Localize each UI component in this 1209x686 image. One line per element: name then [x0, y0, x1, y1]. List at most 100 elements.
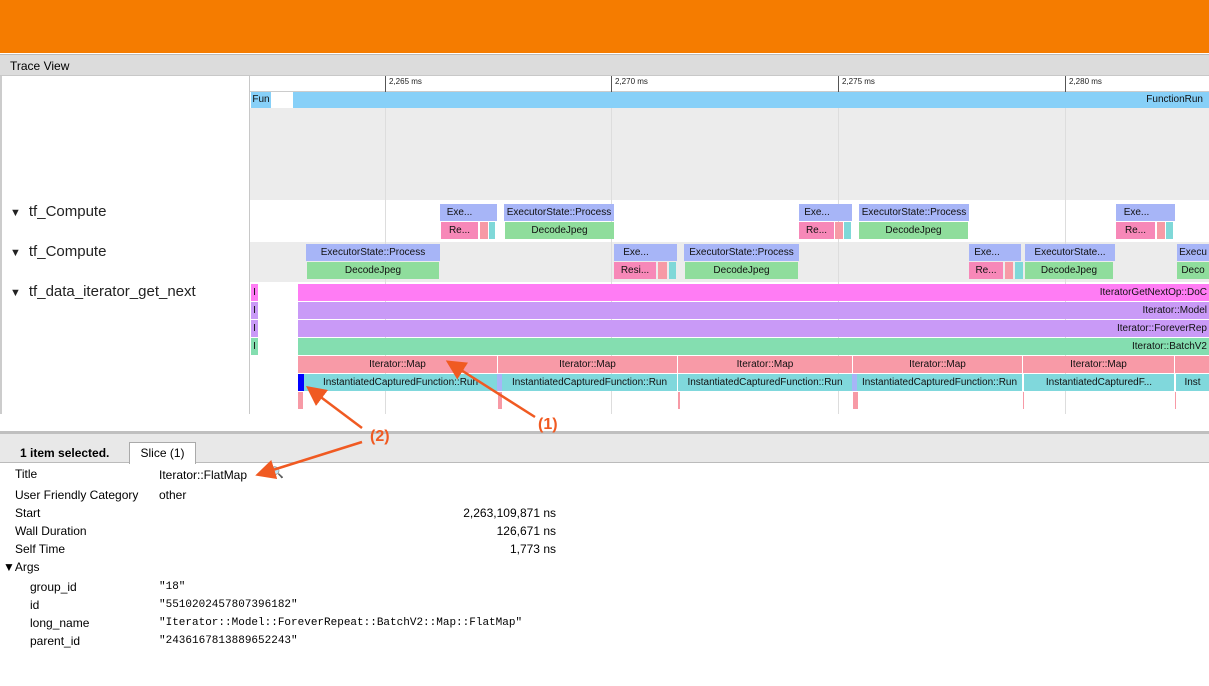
- slice[interactable]: [1157, 222, 1165, 239]
- slice[interactable]: Exe...: [614, 244, 658, 261]
- slice-iterator-model[interactable]: Iterator::Model: [298, 302, 1209, 319]
- slice[interactable]: DecodeJpeg: [505, 222, 614, 239]
- args-toggle[interactable]: ▼Args: [3, 560, 40, 574]
- slice[interactable]: Exe...: [440, 204, 479, 221]
- expand-triangle-icon[interactable]: ▼: [10, 287, 21, 299]
- field-value: 126,671 ns: [496, 524, 556, 538]
- field-label: User Friendly Category: [15, 488, 139, 502]
- slice-small[interactable]: I: [251, 284, 258, 301]
- slice[interactable]: [1175, 392, 1176, 409]
- track-label-tf-compute-2[interactable]: ▼ tf_Compute: [10, 243, 106, 260]
- ruler-tick: 2,265 ms: [385, 76, 422, 92]
- arg-key: id: [30, 598, 40, 612]
- expand-triangle-icon[interactable]: ▼: [10, 207, 21, 219]
- slice[interactable]: Exe...: [1116, 204, 1157, 221]
- slice[interactable]: [1005, 244, 1021, 261]
- expand-triangle-icon[interactable]: ▼: [10, 247, 21, 259]
- ruler-tick: 2,280 ms: [1065, 76, 1102, 92]
- tab-slice[interactable]: Slice (1): [129, 442, 196, 464]
- slice[interactable]: ExecutorState...: [1025, 244, 1115, 261]
- arg-key: group_id: [30, 580, 77, 594]
- slice[interactable]: [844, 222, 851, 239]
- track-label-tf-data[interactable]: ▼ tf_data_iterator_get_next: [10, 283, 196, 300]
- slice[interactable]: [678, 392, 680, 409]
- slice[interactable]: [669, 262, 676, 279]
- slice[interactable]: Re...: [1116, 222, 1155, 239]
- slice[interactable]: [480, 222, 488, 239]
- slice[interactable]: [1023, 392, 1024, 409]
- slice[interactable]: [489, 222, 495, 239]
- slice[interactable]: [658, 244, 677, 261]
- track-name: tf_Compute: [28, 203, 107, 220]
- slice[interactable]: [852, 374, 857, 391]
- slice-iterator-map[interactable]: [1175, 356, 1209, 373]
- selection-count: 1 item selected.: [20, 446, 110, 460]
- field-value: 2,263,109,871 ns: [463, 506, 556, 520]
- slice[interactable]: [835, 204, 852, 221]
- slice[interactable]: [853, 392, 858, 409]
- slice[interactable]: Re...: [441, 222, 478, 239]
- slice[interactable]: DecodeJpeg: [685, 262, 798, 279]
- slice-icf-run[interactable]: InstantiatedCapturedF...: [1024, 374, 1174, 391]
- slice[interactable]: DecodeJpeg: [1025, 262, 1113, 279]
- slice-iterator-forever-repeat[interactable]: Iterator::ForeverRep: [298, 320, 1209, 337]
- slice-iterator-map[interactable]: Iterator::Map: [853, 356, 1022, 373]
- panel-resize-divider[interactable]: [0, 414, 1209, 434]
- slice[interactable]: [1166, 222, 1173, 239]
- slice-iterator-map[interactable]: Iterator::Map: [1023, 356, 1174, 373]
- slice[interactable]: Re...: [969, 262, 1003, 279]
- slice[interactable]: ExecutorState::Process: [684, 244, 799, 261]
- field-label: Title: [15, 467, 38, 481]
- ruler-tick: 2,275 ms: [838, 76, 875, 92]
- slice[interactable]: [835, 222, 843, 239]
- annotation-arrow-2a: [306, 386, 363, 429]
- slice[interactable]: DecodeJpeg: [859, 222, 968, 239]
- time-ruler[interactable]: 2,265 ms 2,270 ms 2,275 ms 2,280 ms: [250, 76, 1209, 92]
- slice-selected-flatmap[interactable]: [298, 374, 304, 391]
- slice[interactable]: Resi...: [614, 262, 656, 279]
- grid-line: [611, 92, 612, 414]
- slice-icf-run[interactable]: Inst: [1176, 374, 1209, 391]
- slice[interactable]: Exe...: [799, 204, 835, 221]
- slice-iterator-map[interactable]: Iterator::Map: [498, 356, 677, 373]
- field-label: Start: [15, 506, 41, 520]
- slice[interactable]: Re...: [799, 222, 834, 239]
- arg-value: "Iterator::Model::ForeverRepeat::BatchV2…: [159, 617, 523, 629]
- slice-iterator-map[interactable]: Iterator::Map: [678, 356, 852, 373]
- slice-small[interactable]: I: [251, 338, 258, 355]
- annotation-label-1: (1): [538, 416, 558, 433]
- slice[interactable]: [498, 392, 502, 409]
- details-tab-bar: 1 item selected. Slice (1): [0, 434, 1209, 464]
- slice[interactable]: [1015, 262, 1023, 279]
- track-label-tf-compute-1[interactable]: ▼ tf_Compute: [10, 203, 106, 220]
- arg-value: "5510202457807396182": [159, 599, 298, 611]
- top-banner: [0, 0, 1209, 53]
- slice[interactable]: [298, 392, 303, 409]
- slice-small[interactable]: I: [251, 320, 258, 337]
- slice-iterator-batchv2[interactable]: Iterator::BatchV2: [298, 338, 1209, 355]
- slice[interactable]: Deco: [1177, 262, 1209, 279]
- field-value: other: [159, 488, 187, 502]
- slice[interactable]: ExecutorState::Process: [504, 204, 614, 221]
- slice[interactable]: Execu: [1177, 244, 1209, 261]
- slice-fun[interactable]: Fun: [251, 92, 271, 108]
- slice[interactable]: [1005, 262, 1013, 279]
- slice-icf-run[interactable]: InstantiatedCapturedFunction::Run: [678, 374, 852, 391]
- slice[interactable]: [658, 262, 667, 279]
- arg-key: parent_id: [30, 634, 81, 648]
- slice-function-run[interactable]: FunctionRun: [293, 92, 1209, 108]
- slice[interactable]: [479, 204, 497, 221]
- slice[interactable]: Exe...: [969, 244, 1005, 261]
- slice-icf-run[interactable]: InstantiatedCapturedFunction::Run: [502, 374, 677, 391]
- slice-icf-run[interactable]: InstantiatedCapturedFunction::Run: [857, 374, 1022, 391]
- slice-small[interactable]: I: [251, 302, 258, 319]
- slice[interactable]: ExecutorState::Process: [859, 204, 969, 221]
- slice[interactable]: [497, 374, 502, 391]
- slice-iterator-get-next-op[interactable]: IteratorGetNextOp::DoC: [298, 284, 1209, 301]
- slice[interactable]: ExecutorState::Process: [306, 244, 440, 261]
- slice[interactable]: [1157, 204, 1175, 221]
- process-track-bg: [250, 108, 1209, 200]
- ruler-tick: 2,270 ms: [611, 76, 648, 92]
- slice[interactable]: DecodeJpeg: [307, 262, 439, 279]
